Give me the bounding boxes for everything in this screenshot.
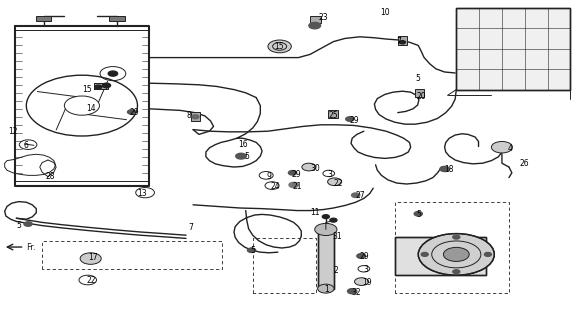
Circle shape — [102, 83, 111, 88]
Circle shape — [400, 41, 405, 44]
Circle shape — [80, 253, 101, 264]
Text: 25: 25 — [329, 111, 338, 120]
Circle shape — [491, 141, 512, 153]
Text: 9: 9 — [266, 172, 271, 181]
Text: Fr.: Fr. — [26, 243, 35, 252]
Circle shape — [236, 153, 246, 159]
Text: 22: 22 — [333, 179, 343, 188]
Bar — [398, 36, 407, 45]
Bar — [328, 110, 338, 118]
Bar — [109, 16, 125, 21]
Text: 10: 10 — [380, 8, 390, 17]
Text: 13: 13 — [137, 189, 147, 198]
Circle shape — [346, 117, 354, 121]
Circle shape — [443, 247, 469, 261]
Bar — [415, 89, 424, 97]
Circle shape — [128, 110, 136, 114]
Circle shape — [453, 235, 460, 239]
Circle shape — [328, 178, 342, 186]
Bar — [456, 8, 570, 90]
Text: 5: 5 — [417, 210, 421, 219]
Circle shape — [309, 22, 321, 29]
Text: 16: 16 — [239, 140, 248, 149]
Bar — [191, 112, 200, 121]
Bar — [94, 83, 106, 89]
Text: 3: 3 — [328, 170, 332, 179]
Text: 29: 29 — [360, 252, 369, 261]
Circle shape — [302, 163, 316, 171]
Text: 15: 15 — [82, 85, 91, 94]
Circle shape — [330, 218, 337, 222]
Text: 5: 5 — [245, 152, 249, 161]
Circle shape — [357, 254, 365, 258]
Text: 5: 5 — [250, 246, 255, 255]
Circle shape — [440, 166, 449, 172]
Text: 29: 29 — [291, 170, 301, 179]
Text: 5: 5 — [415, 74, 420, 83]
Text: 6: 6 — [23, 141, 28, 150]
Circle shape — [268, 40, 291, 53]
Circle shape — [192, 115, 199, 119]
Bar — [318, 229, 334, 289]
Text: 29: 29 — [130, 108, 139, 117]
Bar — [395, 237, 486, 275]
Text: 17: 17 — [88, 253, 97, 262]
Text: 5: 5 — [16, 221, 21, 230]
Circle shape — [453, 270, 460, 274]
Circle shape — [247, 248, 256, 252]
Circle shape — [288, 171, 297, 175]
Text: 24: 24 — [270, 182, 280, 191]
Text: 2: 2 — [333, 266, 338, 275]
Circle shape — [418, 234, 494, 275]
Circle shape — [352, 193, 360, 197]
Circle shape — [347, 289, 357, 294]
Text: 21: 21 — [292, 182, 302, 191]
Text: 30: 30 — [310, 164, 320, 172]
Text: 28: 28 — [46, 172, 55, 180]
Text: 4: 4 — [508, 144, 512, 153]
Text: 3: 3 — [364, 265, 369, 274]
Text: 12: 12 — [8, 127, 18, 136]
Text: 1: 1 — [325, 285, 329, 294]
Text: 8: 8 — [186, 111, 191, 120]
Bar — [310, 16, 321, 23]
Text: 26: 26 — [519, 159, 529, 168]
Text: 20: 20 — [417, 92, 426, 100]
Text: 11: 11 — [310, 208, 319, 217]
Bar — [36, 16, 51, 21]
Bar — [456, 8, 570, 90]
Text: 32: 32 — [351, 288, 360, 297]
Circle shape — [322, 215, 329, 219]
Text: 22: 22 — [87, 276, 96, 285]
Bar — [94, 83, 108, 89]
Circle shape — [414, 212, 422, 216]
Text: 14: 14 — [87, 104, 96, 113]
Text: 18: 18 — [445, 165, 454, 174]
Circle shape — [24, 222, 32, 226]
Circle shape — [355, 278, 369, 285]
Text: 19: 19 — [363, 278, 372, 287]
Bar — [395, 237, 486, 275]
Circle shape — [108, 71, 118, 76]
Circle shape — [289, 182, 298, 188]
Text: 31: 31 — [332, 232, 342, 241]
Text: 29: 29 — [350, 116, 359, 124]
Circle shape — [421, 252, 428, 256]
Bar — [318, 229, 334, 289]
Text: 15: 15 — [274, 42, 283, 51]
Circle shape — [484, 252, 491, 256]
Circle shape — [95, 85, 102, 89]
Text: 23: 23 — [319, 13, 328, 22]
Circle shape — [315, 223, 337, 236]
Circle shape — [318, 284, 334, 293]
Text: 7: 7 — [188, 223, 193, 232]
Text: 7: 7 — [397, 37, 401, 46]
Circle shape — [357, 254, 366, 258]
Text: 27: 27 — [356, 191, 365, 200]
